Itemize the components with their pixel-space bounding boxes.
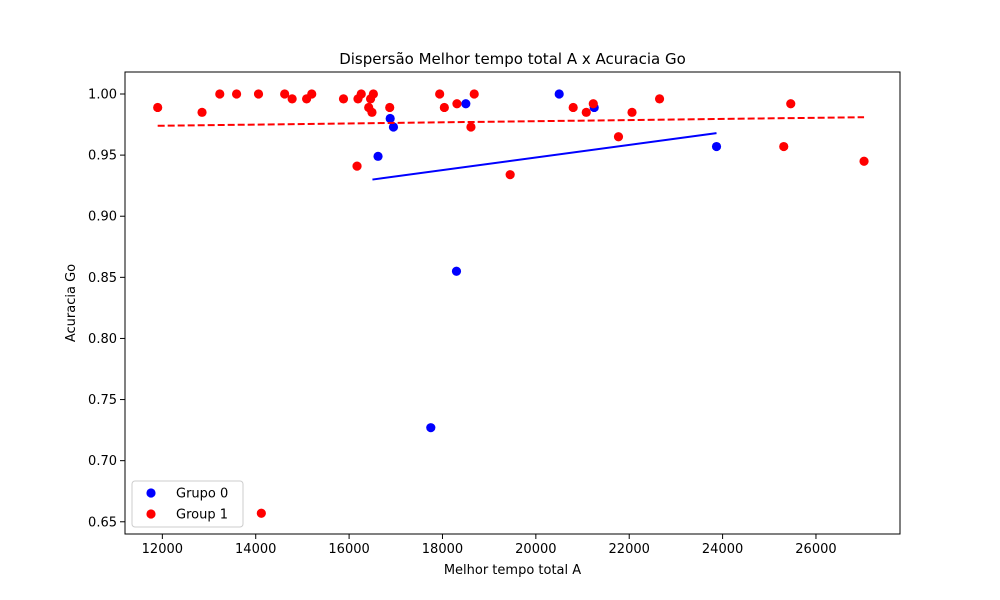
x-tick-label-6: 24000	[702, 542, 743, 557]
y-tick-label-1: 0.70	[88, 454, 117, 469]
data-point-series-1-2	[215, 89, 225, 99]
x-axis-label: Melhor tempo total A	[444, 563, 581, 578]
data-point-series-1-29	[627, 107, 637, 117]
data-point-series-1-18	[385, 102, 395, 113]
plot-frame	[124, 71, 901, 535]
x-tick-label-7: 26000	[795, 542, 836, 557]
data-point-series-1-0	[153, 102, 163, 113]
data-point-series-1-23	[469, 89, 479, 99]
data-point-series-1-19	[435, 89, 445, 99]
data-point-series-1-7	[287, 94, 297, 104]
y-tick-label-4: 0.85	[88, 271, 117, 286]
legend-label-0: Grupo 0	[176, 487, 228, 502]
legend-box	[131, 480, 244, 528]
data-point-series-0-3	[426, 423, 436, 433]
data-point-series-1-4	[253, 89, 264, 99]
data-point-series-1-24	[505, 170, 515, 180]
chart-title: Dispersão Melhor tempo total A x Acuraci…	[339, 50, 686, 68]
x-tick-label-3: 18000	[422, 542, 463, 557]
data-point-series-0-2	[388, 122, 399, 132]
y-axis: 0.65 0.70 0.75 0.80 0.85 0.90 0.95 1.00	[88, 88, 125, 530]
x-tick-label-0: 12000	[142, 542, 183, 557]
trendline-series-0	[372, 132, 717, 181]
data-point-series-1-31	[779, 141, 789, 152]
data-point-series-1-20	[439, 102, 449, 113]
data-point-series-0-8	[711, 141, 722, 152]
data-point-series-1-26	[581, 107, 591, 117]
plot-area	[124, 71, 901, 535]
data-point-series-1-13	[356, 89, 366, 99]
y-tick-label-5: 0.90	[88, 210, 117, 225]
legend: Grupo 0 Group 1	[131, 480, 244, 528]
x-tick-label-2: 16000	[328, 542, 369, 557]
data-point-series-0-4	[451, 266, 462, 276]
y-axis-label: Acuracia Go	[64, 264, 79, 342]
data-point-series-1-5	[256, 508, 266, 518]
y-tick-label-2: 0.75	[88, 393, 117, 408]
data-point-series-1-6	[280, 89, 290, 99]
x-tick-label-1: 14000	[235, 542, 276, 557]
data-point-series-1-11	[352, 161, 362, 171]
data-point-series-1-3	[231, 89, 242, 99]
y-tick-label-6: 0.95	[88, 149, 117, 164]
data-point-series-1-1	[197, 107, 207, 117]
data-point-series-1-25	[568, 102, 578, 113]
legend-label-1: Group 1	[176, 508, 228, 523]
data-point-series-1-21	[452, 99, 462, 109]
y-tick-label-0: 0.65	[88, 515, 117, 530]
data-point-series-1-10	[338, 94, 349, 104]
data-point-series-1-16	[367, 107, 377, 117]
data-point-series-0-6	[554, 89, 564, 99]
data-point-series-1-17	[368, 89, 378, 99]
data-point-series-1-30	[654, 94, 665, 104]
data-point-series-0-1	[385, 113, 395, 124]
legend-marker-1	[146, 509, 156, 519]
data-point-series-1-33	[859, 156, 869, 166]
y-tick-label-3: 0.80	[88, 332, 117, 347]
x-tick-label-5: 22000	[609, 542, 650, 557]
data-point-series-1-28	[613, 132, 624, 142]
y-tick-label-7: 1.00	[88, 88, 117, 103]
data-point-series-0-5	[461, 99, 471, 109]
legend-marker-0	[146, 488, 156, 498]
trendline-series-1	[157, 116, 865, 127]
data-point-series-1-9	[307, 89, 317, 99]
x-tick-label-4: 20000	[515, 542, 556, 557]
data-point-series-1-32	[786, 99, 796, 109]
x-axis: 12000 14000 16000 18000 20000 22000 24000 26000	[142, 534, 837, 557]
data-point-series-1-22	[466, 122, 476, 132]
data-point-series-1-27	[588, 99, 598, 109]
data-point-series-0-0	[373, 151, 383, 161]
